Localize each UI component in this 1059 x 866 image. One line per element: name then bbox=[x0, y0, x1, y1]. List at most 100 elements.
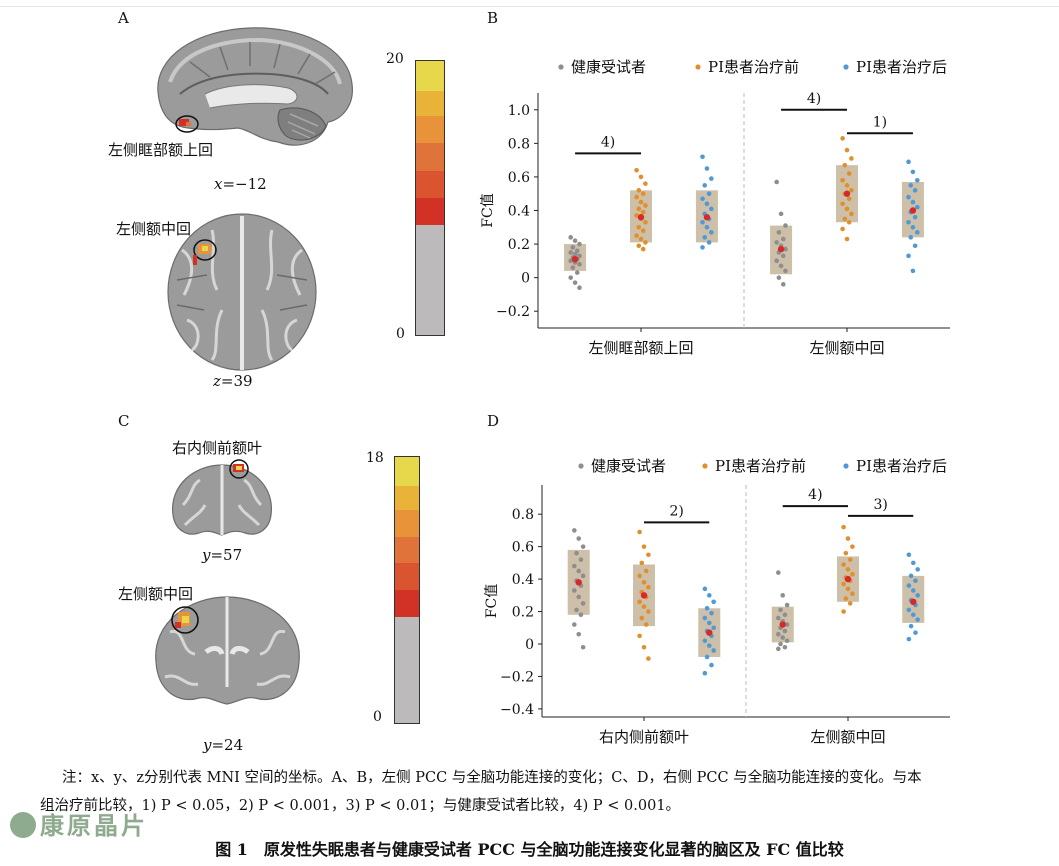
colorbar-segment bbox=[395, 486, 419, 511]
mean-marker bbox=[910, 598, 917, 606]
y-axis-label: FC值 bbox=[480, 193, 496, 227]
data-point bbox=[849, 156, 854, 161]
data-point bbox=[906, 194, 911, 200]
data-point bbox=[634, 167, 639, 173]
data-point bbox=[906, 159, 911, 165]
y-tick-label: 0.8 bbox=[512, 507, 534, 523]
data-point bbox=[572, 251, 578, 257]
data-point bbox=[780, 253, 786, 259]
data-point bbox=[709, 176, 714, 181]
legend-label: PI患者治疗后 bbox=[856, 457, 947, 475]
watermark-logo: 康原晶片 bbox=[10, 806, 148, 841]
data-point bbox=[844, 236, 850, 242]
data-point bbox=[906, 607, 912, 613]
data-point bbox=[841, 524, 846, 530]
data-point bbox=[841, 609, 846, 614]
data-point bbox=[840, 226, 845, 232]
legend-marker bbox=[702, 463, 708, 469]
data-point bbox=[576, 536, 582, 541]
data-point bbox=[912, 188, 918, 193]
data-point bbox=[709, 230, 714, 235]
colorbar-c-max: 18 bbox=[366, 450, 384, 466]
data-point bbox=[702, 235, 708, 240]
data-point bbox=[706, 240, 712, 245]
data-point bbox=[702, 586, 708, 592]
data-point bbox=[840, 177, 845, 183]
data-point bbox=[849, 188, 854, 193]
data-point bbox=[908, 573, 914, 579]
data-point bbox=[572, 280, 578, 285]
colorbar-a-max: 20 bbox=[386, 51, 404, 67]
data-point bbox=[646, 656, 651, 661]
mean-marker bbox=[779, 621, 786, 628]
data-point bbox=[638, 199, 644, 205]
data-point bbox=[643, 219, 648, 225]
data-point bbox=[840, 201, 845, 207]
coronal-brain-image-bottom bbox=[155, 596, 300, 705]
data-point bbox=[637, 573, 642, 579]
data-point bbox=[774, 179, 779, 185]
data-point bbox=[700, 219, 705, 225]
legend-label: PI患者治疗后 bbox=[856, 58, 947, 76]
panel-letter-b: B bbox=[487, 9, 499, 27]
panel-letter-c: C bbox=[118, 412, 130, 430]
data-point bbox=[910, 169, 916, 175]
data-point bbox=[704, 654, 710, 660]
data-point bbox=[784, 602, 790, 608]
legend-marker bbox=[578, 463, 584, 469]
data-point bbox=[845, 536, 851, 541]
data-point bbox=[637, 633, 642, 639]
axial-brain-image bbox=[167, 213, 317, 371]
data-point bbox=[638, 174, 644, 180]
y-tick-label: 0.2 bbox=[508, 237, 530, 253]
data-point bbox=[782, 612, 788, 618]
mean-marker bbox=[706, 629, 713, 636]
coord-label-a2: z=39 bbox=[213, 372, 253, 390]
data-point bbox=[704, 224, 710, 230]
data-point bbox=[641, 644, 647, 650]
data-point bbox=[643, 181, 648, 186]
data-point bbox=[643, 568, 649, 574]
data-point bbox=[780, 635, 786, 640]
y-tick-label: 0.6 bbox=[508, 170, 530, 186]
data-point bbox=[640, 209, 646, 215]
data-point bbox=[783, 268, 788, 274]
data-point bbox=[908, 623, 914, 629]
data-point bbox=[908, 183, 914, 188]
colorbar-a-min: 0 bbox=[396, 326, 405, 342]
legend-marker bbox=[843, 64, 849, 70]
data-point bbox=[643, 240, 648, 245]
data-point bbox=[776, 615, 781, 621]
data-point bbox=[580, 601, 586, 606]
data-point bbox=[776, 646, 781, 652]
data-point bbox=[706, 643, 712, 648]
legend-label: 健康受试者 bbox=[571, 58, 646, 76]
y-tick-label: 0 bbox=[521, 271, 530, 287]
data-point bbox=[570, 245, 576, 250]
data-point bbox=[637, 599, 642, 605]
data-point bbox=[702, 615, 708, 621]
data-point bbox=[784, 622, 790, 627]
colorbar-segment bbox=[395, 563, 419, 590]
data-point bbox=[912, 214, 918, 220]
colorbar-segment bbox=[416, 91, 444, 116]
data-point bbox=[915, 617, 920, 622]
data-point bbox=[843, 596, 849, 601]
data-point bbox=[640, 246, 646, 252]
leaf-icon bbox=[10, 812, 36, 838]
colorbar-segment bbox=[416, 61, 444, 92]
sagittal-brain-image bbox=[157, 27, 353, 146]
data-point bbox=[702, 670, 708, 676]
colorbar-segment bbox=[395, 457, 419, 487]
legend-label: 健康受试者 bbox=[591, 457, 666, 475]
data-point bbox=[576, 568, 582, 574]
data-point bbox=[915, 230, 920, 235]
data-point bbox=[572, 563, 577, 569]
data-point bbox=[639, 615, 645, 621]
mean-marker bbox=[640, 592, 648, 599]
mean-marker bbox=[575, 579, 582, 586]
data-point bbox=[577, 241, 582, 247]
data-point bbox=[576, 631, 582, 637]
legend-marker bbox=[558, 64, 564, 70]
data-point bbox=[850, 591, 855, 596]
